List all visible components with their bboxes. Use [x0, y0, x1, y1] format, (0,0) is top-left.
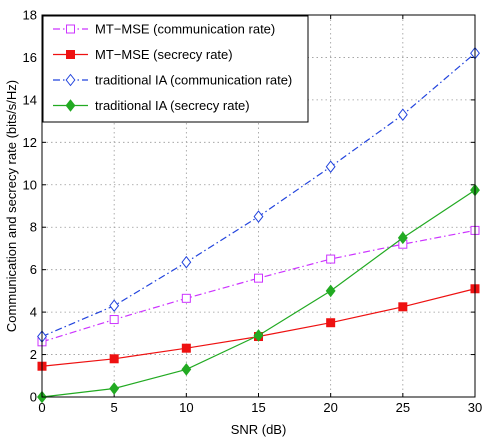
y-tick-label: 14 — [23, 92, 37, 107]
data-point — [109, 299, 120, 313]
x-tick-label: 10 — [179, 400, 193, 415]
data-point — [109, 382, 120, 395]
legend-marker — [66, 50, 75, 59]
data-point — [397, 231, 408, 245]
data-point — [397, 108, 408, 122]
y-tick-label: 8 — [30, 220, 37, 235]
y-tick-label: 10 — [23, 177, 37, 192]
plot-frame — [41, 14, 476, 398]
data-point — [398, 302, 408, 312]
y-tick-label: 2 — [30, 347, 37, 362]
y-tick-label: 18 — [23, 8, 37, 23]
legend-item: MT−MSE (communication rate) — [53, 22, 275, 37]
legend-box — [42, 15, 309, 123]
data-point — [326, 254, 336, 264]
data-point — [253, 210, 264, 223]
x-tick-label: 30 — [468, 400, 482, 415]
legend-marker — [66, 24, 75, 34]
legend-item: traditional IA (communication rate) — [53, 73, 292, 88]
data-point — [181, 255, 192, 269]
legend-label: traditional IA (secrecy rate) — [95, 98, 250, 113]
y-tick-label: 16 — [23, 50, 37, 65]
x-tick-label: 15 — [251, 400, 265, 415]
legend-label: MT−MSE (secrecy rate) — [95, 47, 233, 62]
legend-item: MT−MSE (secrecy rate) — [53, 47, 233, 62]
data-point — [181, 293, 191, 303]
data-point — [325, 284, 336, 298]
legend-marker — [65, 73, 76, 87]
series-layer — [37, 46, 480, 404]
x-axis-label: SNR (dB) — [231, 422, 287, 437]
x-tick-label: 5 — [111, 400, 118, 415]
y-tick-label: 4 — [30, 305, 37, 320]
data-point — [109, 354, 119, 364]
x-tick-label: 25 — [396, 400, 410, 415]
y-tick-label: 6 — [30, 262, 37, 277]
legend-marker — [65, 99, 76, 112]
data-point — [181, 363, 192, 376]
data-point — [254, 273, 263, 283]
x-tick-label: 0 — [38, 400, 45, 415]
legend: MT−MSE (communication rate) MT−MSE (secre… — [42, 15, 309, 123]
data-point — [109, 315, 119, 325]
legend-label: traditional IA (communication rate) — [95, 73, 292, 88]
y-tick-label: 12 — [23, 135, 37, 150]
series-2 — [37, 46, 480, 343]
data-point — [253, 329, 264, 342]
data-point — [181, 343, 191, 353]
y-axis-label: Communication and secrecy rate (bits/s/H… — [4, 80, 19, 332]
data-point — [326, 318, 336, 328]
legend-item: traditional IA (secrecy rate) — [53, 98, 250, 113]
legend-label: MT−MSE (communication rate) — [95, 22, 275, 37]
data-point — [325, 160, 336, 174]
x-tick-label: 20 — [323, 400, 337, 415]
y-tick-label: 0 — [30, 390, 37, 405]
